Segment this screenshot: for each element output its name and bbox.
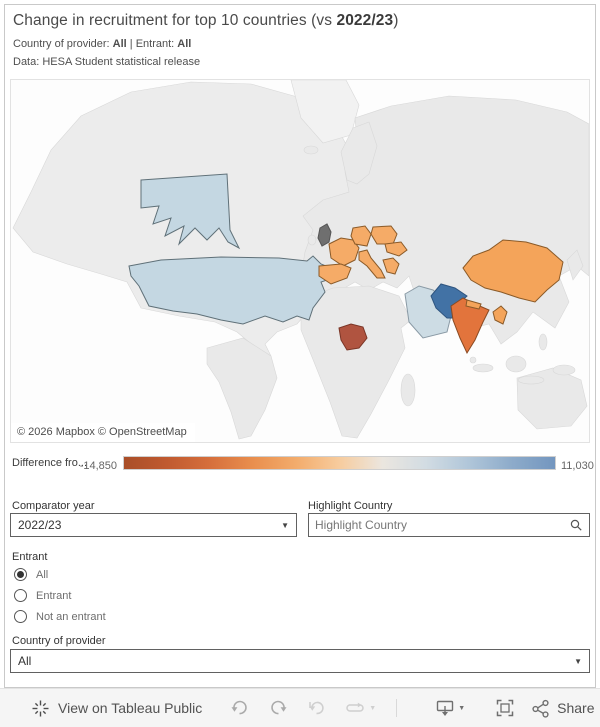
tableau-toolbar: View on Tableau Public bbox=[0, 688, 600, 727]
country-of-provider-dropdown[interactable]: All ▼ bbox=[10, 649, 590, 673]
country-nepal[interactable] bbox=[465, 299, 482, 310]
country-alaska[interactable] bbox=[140, 173, 241, 250]
comparator-year-dropdown[interactable]: 2022/23 ▼ bbox=[10, 513, 297, 537]
refresh-icon bbox=[346, 702, 364, 712]
toolbar-divider bbox=[396, 699, 398, 717]
legend-gradient bbox=[123, 456, 556, 470]
landmass-iceland bbox=[303, 145, 319, 155]
landmass-japan bbox=[566, 249, 584, 281]
download-menu-caret-icon: ▼ bbox=[458, 704, 466, 712]
landmass-ireland bbox=[307, 234, 317, 246]
legend-max-value: 11,030 bbox=[561, 460, 594, 472]
landmass-africa bbox=[300, 285, 412, 439]
legend-min-value: -14,850 bbox=[79, 460, 117, 472]
radio-icon bbox=[14, 589, 27, 602]
page-title: Change in recruitment for top 10 countri… bbox=[13, 12, 399, 29]
refresh-menu-caret-icon: ▼ bbox=[369, 704, 377, 712]
entrant-option-not-an-entrant[interactable]: Not an entrant bbox=[14, 610, 106, 623]
highlight-country-label: Highlight Country bbox=[308, 500, 393, 512]
share-button[interactable]: Share bbox=[531, 699, 595, 718]
share-label: Share bbox=[557, 700, 595, 716]
entrant-option-label: Not an entrant bbox=[36, 610, 106, 623]
data-source-note: Data: HESA Student statistical release bbox=[13, 56, 201, 68]
landmass-scandinavia bbox=[340, 121, 378, 185]
refresh-button[interactable]: ▼ bbox=[342, 696, 378, 720]
comparator-year-label: Comparator year bbox=[12, 500, 95, 512]
map-canvas bbox=[12, 80, 589, 440]
country-nigeria[interactable] bbox=[338, 323, 368, 351]
revert-button[interactable] bbox=[304, 696, 328, 720]
entrant-filter-label: Entrant bbox=[12, 551, 48, 563]
country-bangladesh[interactable] bbox=[492, 305, 508, 325]
country-of-provider-label: Country of provider bbox=[12, 635, 106, 647]
entrant-option-label: All bbox=[36, 568, 49, 581]
landmass-java bbox=[517, 375, 545, 385]
tableau-logo-icon bbox=[32, 700, 49, 716]
world-map[interactable]: © 2026 Mapbox © OpenStreetMap bbox=[10, 79, 590, 443]
country-germany[interactable] bbox=[350, 225, 372, 247]
radio-icon bbox=[14, 610, 27, 623]
country-china[interactable] bbox=[462, 239, 564, 303]
map-attribution: © 2026 Mapbox © OpenStreetMap bbox=[11, 423, 195, 442]
share-icon bbox=[532, 699, 549, 718]
landmass-borneo bbox=[505, 355, 527, 373]
landmass-sumatra bbox=[472, 363, 494, 373]
highlight-country-input[interactable] bbox=[315, 518, 569, 532]
country-italy[interactable] bbox=[358, 249, 386, 279]
chevron-down-icon: ▼ bbox=[281, 520, 289, 530]
country-poland[interactable] bbox=[370, 225, 398, 245]
country-france[interactable] bbox=[328, 237, 360, 267]
entrant-option-label: Entrant bbox=[36, 589, 72, 602]
country-united-kingdom[interactable] bbox=[317, 223, 332, 247]
radio-icon bbox=[14, 568, 27, 581]
fullscreen-icon bbox=[496, 699, 514, 717]
landmass-philippines bbox=[538, 333, 548, 351]
landmass-madagascar bbox=[400, 373, 416, 407]
landmass-new-guinea bbox=[552, 364, 576, 376]
redo-button[interactable] bbox=[266, 696, 290, 720]
entrant-option-entrant[interactable]: Entrant bbox=[14, 589, 71, 602]
download-button[interactable]: ▼ bbox=[433, 696, 467, 720]
country-united-states[interactable] bbox=[128, 255, 334, 325]
legend-title: Difference fro... bbox=[12, 457, 87, 469]
view-on-tableau-public-button[interactable]: View on Tableau Public bbox=[32, 700, 202, 717]
page-subtitle: Country of provider: All | Entrant: All bbox=[13, 38, 192, 50]
undo-icon bbox=[231, 700, 248, 715]
country-greece[interactable] bbox=[382, 257, 400, 275]
country-romania[interactable] bbox=[384, 241, 408, 257]
landmass-south-america bbox=[206, 337, 278, 440]
country-spain[interactable] bbox=[318, 263, 352, 285]
undo-button[interactable] bbox=[228, 696, 252, 720]
view-on-tableau-public-label: View on Tableau Public bbox=[58, 700, 203, 716]
fullscreen-button[interactable] bbox=[493, 696, 517, 720]
revert-icon bbox=[309, 701, 324, 715]
landmass-sri-lanka bbox=[469, 356, 477, 364]
entrant-option-all[interactable]: All bbox=[14, 568, 48, 581]
chevron-down-icon: ▼ bbox=[574, 656, 582, 666]
search-icon bbox=[570, 519, 582, 531]
redo-icon bbox=[271, 700, 287, 715]
country-of-provider-value: All bbox=[18, 654, 32, 668]
download-icon bbox=[437, 700, 454, 716]
dashboard: Change in recruitment for top 10 countri… bbox=[4, 4, 596, 688]
highlight-country-searchbox[interactable] bbox=[308, 513, 590, 537]
comparator-year-value: 2022/23 bbox=[18, 518, 62, 532]
